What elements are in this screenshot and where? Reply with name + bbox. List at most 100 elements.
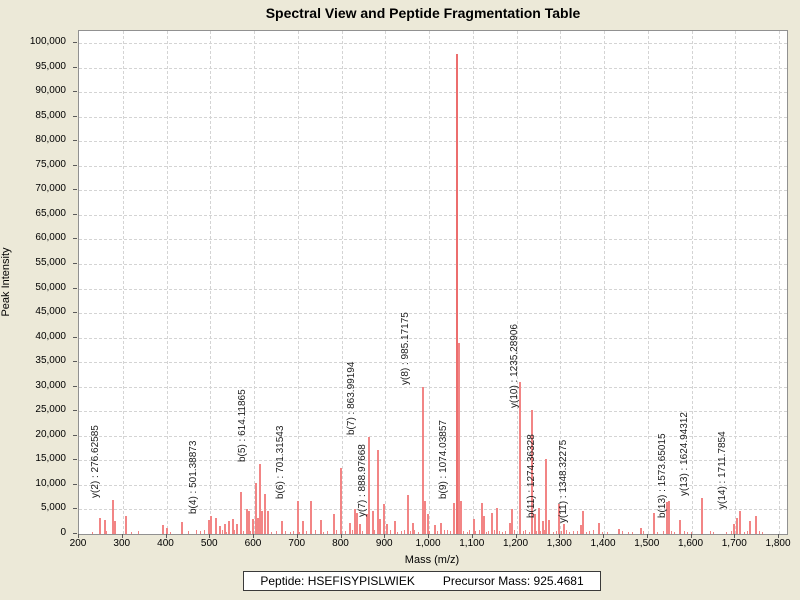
- spectrum-peak: [358, 524, 361, 534]
- x-tick-label: 1,800: [765, 538, 791, 549]
- gridline-vertical: [166, 31, 168, 534]
- spectrum-peak: [563, 524, 566, 534]
- spectrum-peak: [538, 507, 541, 534]
- peak-annotation: y(10) : 1235.28906: [508, 323, 520, 408]
- spectrum-peak: [373, 529, 375, 534]
- spectrum-peak: [691, 532, 693, 534]
- spectrum-peak: [404, 529, 406, 534]
- spectrum-peak: [513, 529, 515, 534]
- gridline-vertical: [735, 31, 737, 534]
- y-tick-label: 0: [60, 527, 66, 538]
- spectrum-peak: [530, 409, 533, 534]
- gridline-horizontal: [79, 263, 787, 265]
- spectrum-peak: [180, 521, 183, 534]
- spectrum-peak: [631, 532, 633, 534]
- x-axis-title: Mass (m/z): [404, 554, 460, 566]
- peak-annotation: b(9) : 1074.03857: [438, 420, 450, 500]
- plot-area[interactable]: y(2) : 276.62585 b(4) : 501.38873 b(5) : 6…: [78, 30, 788, 535]
- y-tick-label: 95,000: [35, 60, 66, 72]
- peak-annotation: y(8) : 985.17175: [399, 311, 411, 385]
- y-tick-label: 5,000: [40, 502, 66, 514]
- spectrum-peak: [411, 522, 414, 534]
- gridline-vertical: [691, 31, 693, 534]
- x-tick-label: 400: [157, 538, 174, 549]
- x-tick-label: 600: [244, 538, 262, 549]
- spectrum-peak: [548, 519, 551, 534]
- spectrum-peak: [209, 516, 212, 534]
- spectrum-peak: [713, 531, 715, 534]
- spectrum-peak: [558, 504, 561, 534]
- gridline-horizontal: [79, 165, 787, 167]
- x-tick-label: 200: [69, 538, 87, 549]
- spectrum-peak: [589, 531, 590, 534]
- spectrum-peak: [228, 520, 231, 534]
- spectrum-peak: [511, 508, 514, 534]
- spectrum-peak: [566, 530, 568, 534]
- x-tick-label: 1,500: [634, 538, 660, 549]
- spectrum-peak: [377, 449, 380, 534]
- y-axis-tick: [73, 483, 77, 485]
- y-tick-label: 10,000: [35, 477, 66, 489]
- y-axis-tick: [73, 66, 77, 68]
- spectrum-peak: [428, 530, 430, 534]
- x-tick-label: 700: [288, 538, 306, 549]
- spectrum-peak: [754, 515, 757, 534]
- spectrum-peak: [522, 531, 524, 534]
- spectrum-peak: [409, 531, 411, 534]
- gridline-vertical: [429, 31, 430, 534]
- gridline-vertical: [341, 31, 343, 534]
- spectrum-peak: [384, 531, 386, 534]
- gridline-vertical: [472, 31, 474, 534]
- x-tick-label: 1,600: [677, 538, 704, 549]
- spectrum-peak: [351, 530, 353, 534]
- spectrum-peak: [671, 531, 673, 534]
- spectrum-peak: [281, 520, 284, 534]
- spectrum-peak: [130, 532, 132, 534]
- spectrum-peak: [627, 531, 629, 534]
- spectrum-peak: [323, 531, 324, 534]
- spectrum-peak: [302, 520, 305, 534]
- spectrum-peak: [478, 529, 480, 534]
- spectrum-peak: [251, 519, 254, 534]
- y-tick-label: 80,000: [35, 134, 66, 146]
- gridline-horizontal: [79, 435, 787, 437]
- spectrum-peak: [293, 530, 295, 534]
- peak-annotation: y(13) : 1624.94312: [679, 412, 691, 497]
- y-axis-tick: [73, 164, 77, 166]
- spectrum-peak: [261, 510, 264, 534]
- spectrum-peak: [472, 519, 475, 534]
- spectrum-peak: [519, 381, 521, 534]
- spectrum-peak: [103, 519, 106, 534]
- y-tick-label: 40,000: [35, 330, 66, 342]
- spectrum-peak: [555, 530, 557, 534]
- spectrum-peak: [618, 528, 621, 534]
- y-tick-label: 85,000: [35, 109, 66, 121]
- x-axis-tick: [384, 534, 386, 538]
- spectrum-peak: [743, 531, 745, 534]
- gridline-vertical: [604, 31, 605, 534]
- spectrum-peak: [297, 501, 300, 534]
- y-tick-label: 90,000: [35, 85, 66, 97]
- spectrum-peak: [245, 509, 248, 534]
- spectrum-peak: [543, 530, 545, 534]
- y-tick-label: 35,000: [35, 355, 66, 367]
- spectrum-peak: [99, 518, 102, 534]
- x-axis-tick: [165, 534, 167, 538]
- spectrum-peak: [736, 517, 739, 534]
- spectrum-peak: [483, 515, 486, 534]
- spectrum-peak: [657, 531, 659, 534]
- y-axis-tick: [73, 361, 77, 363]
- y-axis-tick: [73, 434, 77, 436]
- spectrum-peak: [540, 531, 541, 534]
- spectrum-peak: [365, 513, 368, 534]
- spectrum-peak: [344, 531, 346, 534]
- spectrum-peak: [254, 482, 257, 534]
- footer: Peptide: HSEFISYPISLWIEK Precursor Mass: …: [22, 571, 800, 591]
- gridline-vertical: [647, 31, 649, 534]
- spectrum-peak: [379, 519, 382, 534]
- spectrum-peak: [354, 508, 357, 534]
- spectrum-peak: [368, 437, 371, 534]
- spectrum-peak: [199, 531, 201, 534]
- spectrum-peak: [207, 520, 210, 534]
- x-tick-label: 1,200: [502, 538, 529, 549]
